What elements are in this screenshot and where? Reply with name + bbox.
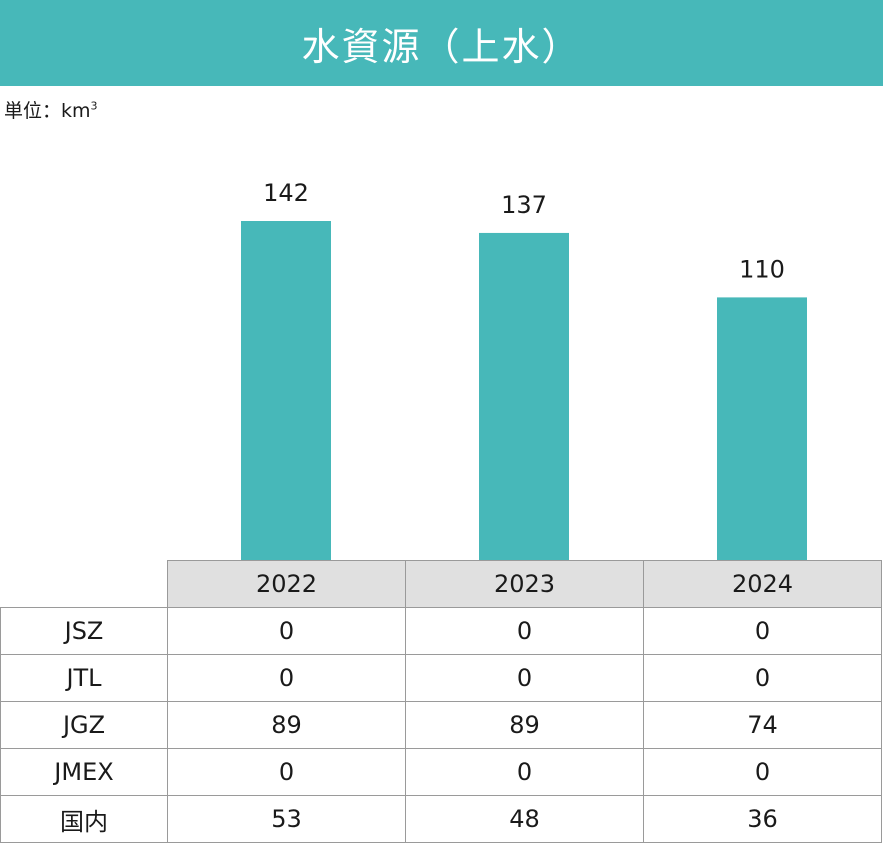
row-label: JTL — [0, 654, 168, 702]
table-cell: 53 — [167, 795, 406, 843]
row-label: 国内 — [0, 795, 168, 843]
table-cell: 0 — [643, 748, 882, 796]
table-cell: 74 — [643, 701, 882, 749]
row-label: JGZ — [0, 701, 168, 749]
year-header: 2022 — [167, 560, 406, 608]
bar-value-label: 137 — [501, 191, 547, 219]
table-cell: 48 — [405, 795, 644, 843]
year-header: 2024 — [643, 560, 882, 608]
bar-value-label: 142 — [263, 179, 309, 207]
table-cell: 36 — [643, 795, 882, 843]
table-row: JSZ 0 0 0 — [0, 607, 882, 655]
chart-title: 水資源（上水） — [301, 24, 582, 69]
table-cell: 0 — [167, 654, 406, 702]
table-cell: 0 — [643, 654, 882, 702]
table-cell: 89 — [405, 701, 644, 749]
table-cell: 0 — [405, 654, 644, 702]
title-bar: 水資源（上水） — [0, 0, 883, 86]
row-label: JSZ — [0, 607, 168, 655]
table-row: JTL 0 0 0 — [0, 654, 882, 702]
table-cell: 0 — [405, 748, 644, 796]
table-cell: 0 — [167, 607, 406, 655]
table-row: 国内 53 48 36 — [0, 795, 882, 843]
bar-2023 — [479, 232, 569, 560]
table-header-row: 2022 2023 2024 — [0, 560, 882, 608]
bar-2022 — [241, 221, 331, 560]
table-cell: 0 — [167, 748, 406, 796]
unit-superscript: 3 — [90, 99, 98, 113]
unit-text: 単位：km — [4, 100, 91, 122]
table-corner-cell — [0, 560, 168, 608]
bar-value-label: 110 — [739, 255, 785, 283]
bar-chart: 142 137 110 — [241, 179, 807, 560]
row-label: JMEX — [0, 748, 168, 796]
table-row: JGZ 89 89 74 — [0, 701, 882, 749]
bar-2024 — [717, 297, 807, 560]
table-cell: 0 — [643, 607, 882, 655]
year-header: 2023 — [405, 560, 644, 608]
table-row: JMEX 0 0 0 — [0, 748, 882, 796]
table-cell: 0 — [405, 607, 644, 655]
table-cell: 89 — [167, 701, 406, 749]
data-table: 2022 2023 2024 JSZ 0 0 0 JTL 0 0 0 JGZ 8… — [0, 560, 882, 843]
unit-label: 単位：km3 — [4, 96, 98, 123]
